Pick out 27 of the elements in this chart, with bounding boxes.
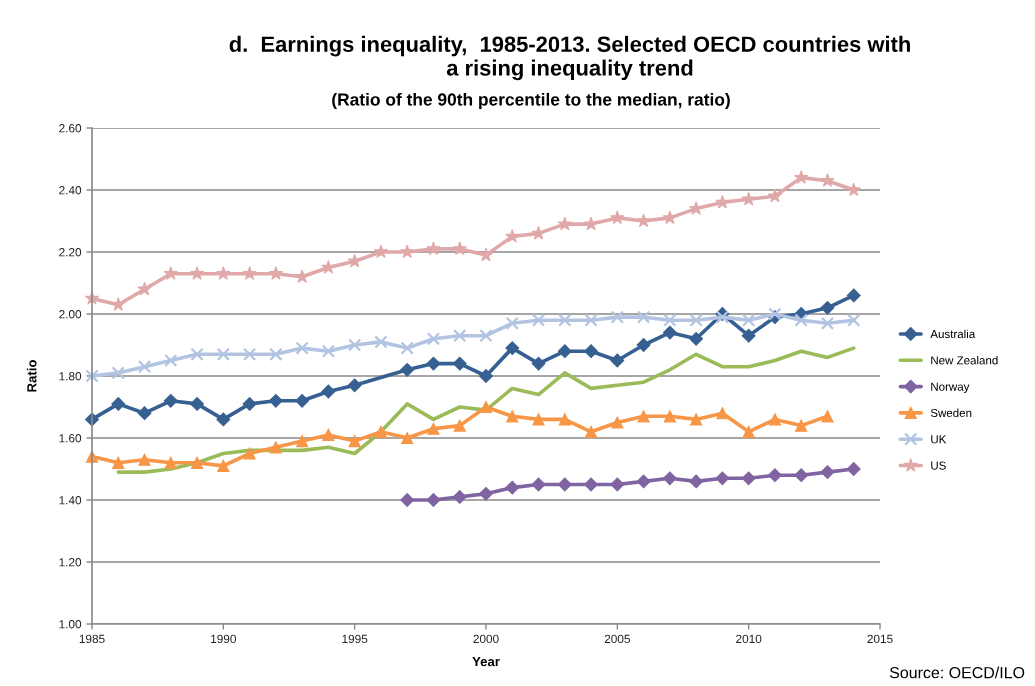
- legend-label: Sweden: [930, 408, 972, 418]
- legend-label: Norway: [931, 382, 970, 394]
- legend-label: US: [931, 461, 946, 470]
- y-tick-label: 1.40: [59, 496, 82, 505]
- y-tick-label: 2.00: [59, 310, 82, 319]
- chart-title: d. Earnings inequality, 1985-2013. Selected OECD countries with a rising inequality trend: [229, 35, 910, 81]
- y-tick-label: 2.40: [59, 186, 82, 195]
- legend-label: New Zealand: [931, 355, 998, 365]
- y-tick-label: 1.80: [59, 372, 82, 381]
- x-axis-title: Year: [472, 657, 500, 667]
- y-axis-title: Ratio: [26, 360, 37, 392]
- y-tick-label: 2.60: [59, 124, 82, 133]
- x-tick-label: 1985: [79, 634, 105, 644]
- legend-label: UK: [931, 435, 947, 444]
- legend-label: Australia: [930, 329, 976, 339]
- x-tick-label: 1995: [342, 634, 368, 644]
- x-tick-label: 2000: [473, 634, 499, 644]
- y-tick-label: 1.00: [59, 620, 82, 629]
- y-tick-label: 1.20: [59, 558, 82, 567]
- y-tick-label: 2.20: [59, 248, 82, 257]
- x-tick-label: 2015: [867, 634, 893, 644]
- y-tick-label: 1.60: [59, 434, 82, 443]
- source-note: Source: OECD/ILO: [889, 666, 1025, 679]
- x-tick-label: 1990: [211, 634, 236, 644]
- x-tick-label: 2005: [604, 634, 630, 644]
- x-tick-label: 2010: [736, 634, 762, 644]
- chart-subtitle: (Ratio of the 90th percentile to the median, ratio): [332, 92, 730, 110]
